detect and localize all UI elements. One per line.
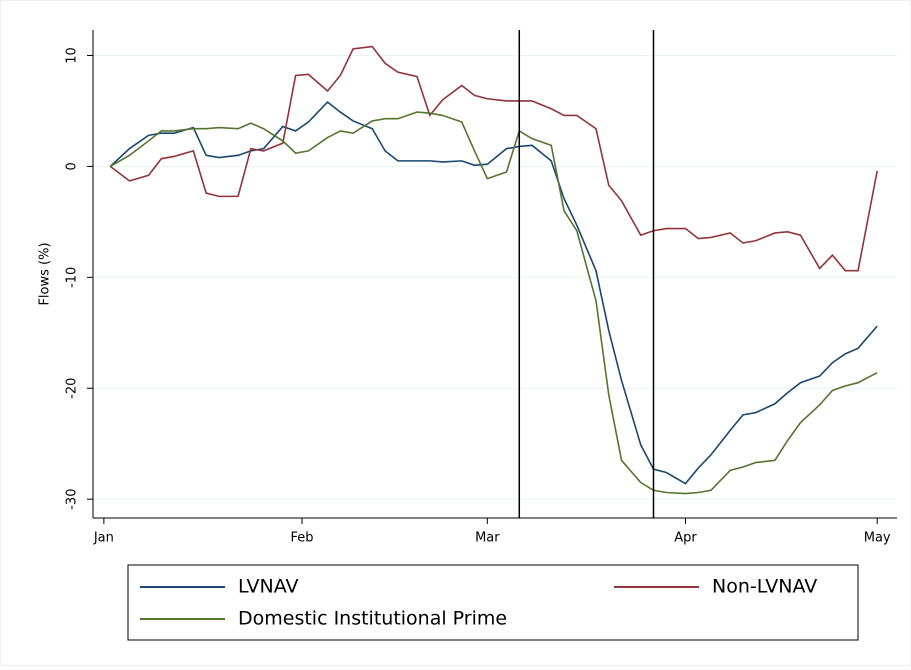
legend-label: Non-LVNAV xyxy=(712,576,817,598)
legend-box xyxy=(127,564,859,641)
x-tick-label: Jan xyxy=(93,531,114,546)
x-tick-label: May xyxy=(864,531,891,546)
legend-label: LVNAV xyxy=(238,576,299,598)
x-tick-label: Feb xyxy=(290,531,313,546)
y-tick-label: -20 xyxy=(65,378,80,399)
y-tick-label: 10 xyxy=(65,47,80,64)
y-tick-label: 0 xyxy=(65,162,80,170)
series-line xyxy=(109,111,878,495)
x-tick-label: Apr xyxy=(674,531,697,546)
y-tick-label: -30 xyxy=(65,489,80,510)
x-tick-label: Mar xyxy=(475,531,500,546)
y-axis-title: Flows (%) xyxy=(38,242,53,305)
y-tick-label: -10 xyxy=(65,267,80,288)
series-line xyxy=(109,45,878,272)
legend-label: Domestic Institutional Prime xyxy=(238,608,507,630)
series-line xyxy=(109,101,878,485)
